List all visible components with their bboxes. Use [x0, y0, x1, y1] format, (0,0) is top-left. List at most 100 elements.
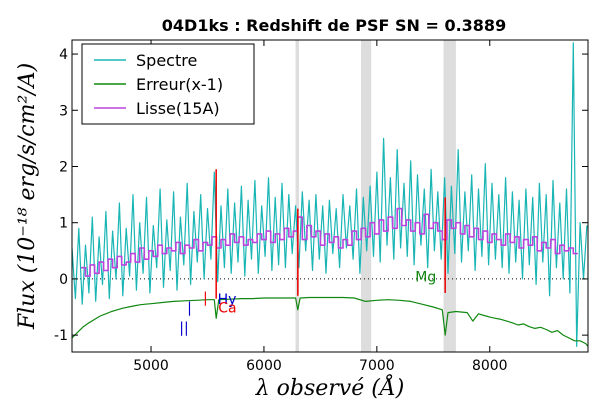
- series-0-point: [105, 211, 106, 212]
- series-0-point: [342, 194, 343, 195]
- series-0-point: [217, 281, 218, 282]
- series-0-point: [495, 259, 496, 260]
- series-2-point: [356, 239, 357, 240]
- series-1-point: [342, 297, 343, 298]
- series-0-point: [370, 186, 371, 187]
- series-1-point: [445, 335, 446, 336]
- series-2-point: [144, 259, 145, 260]
- series-2-point: [157, 245, 158, 246]
- series-2: [81, 207, 578, 277]
- sky-line-markers: [215, 169, 446, 299]
- series-0-point: [92, 217, 93, 218]
- series-0-point: [349, 205, 350, 206]
- series-0-point: [522, 278, 523, 279]
- series-0-point: [390, 177, 391, 178]
- series-0-point: [136, 290, 137, 291]
- series-2-point: [546, 247, 547, 248]
- series-0-point: [580, 222, 581, 223]
- series-2-point: [311, 236, 312, 237]
- series-2-point: [505, 233, 506, 234]
- telluric-band-0: [295, 40, 299, 352]
- series-0-point: [82, 304, 83, 305]
- series-1-point: [275, 297, 276, 298]
- series-0-point: [376, 172, 377, 173]
- series-2-point: [478, 239, 479, 240]
- series-1-point: [585, 343, 586, 344]
- series-0-point: [498, 194, 499, 195]
- series-0-point: [258, 273, 259, 274]
- series-line-1: [72, 296, 588, 347]
- series-0-point: [515, 262, 516, 263]
- series-2-point: [320, 245, 321, 246]
- series-0-point: [434, 250, 435, 251]
- series-1-point: [529, 326, 530, 327]
- series-2-point: [510, 242, 511, 243]
- series-1-point: [399, 300, 400, 301]
- series-0-point: [414, 264, 415, 265]
- series-1-point: [467, 312, 468, 313]
- series-0-point: [346, 247, 347, 248]
- series-0-point: [85, 245, 86, 246]
- series-1-point: [83, 326, 84, 327]
- series-0-point: [444, 177, 445, 178]
- series-0-point: [149, 292, 150, 293]
- series-2-point: [202, 242, 203, 243]
- series-2-point: [315, 231, 316, 232]
- series-2-point: [239, 236, 240, 237]
- series-2-point: [361, 228, 362, 229]
- series-0-point: [437, 191, 438, 192]
- series-1-point: [105, 313, 106, 314]
- x-tick-label: 8000: [472, 358, 508, 374]
- line-label-5: Mg: [415, 270, 436, 286]
- series-1-point: [252, 298, 253, 299]
- series-2-point: [306, 225, 307, 226]
- y-tick-label: 1: [59, 216, 68, 232]
- series-1: [72, 296, 588, 347]
- series-0-point: [244, 276, 245, 277]
- series-2-point: [433, 222, 434, 223]
- series-0-point: [78, 228, 79, 229]
- series-2-point: [329, 242, 330, 243]
- series-1-point: [117, 309, 118, 310]
- series-2-point: [162, 253, 163, 254]
- telluric-bands: [295, 40, 456, 352]
- series-0-point: [75, 298, 76, 299]
- series-2-point: [198, 250, 199, 251]
- series-0-point: [468, 250, 469, 251]
- series-1-point: [501, 319, 502, 320]
- series-0-point: [563, 278, 564, 279]
- series-1-point: [546, 329, 547, 330]
- series-0-point: [160, 188, 161, 189]
- series-0-point: [237, 262, 238, 263]
- series-1-point: [297, 309, 298, 310]
- series-0-point: [193, 211, 194, 212]
- series-2-point: [501, 245, 502, 246]
- series-2-point: [564, 250, 565, 251]
- x-tick-label: 6000: [246, 358, 282, 374]
- series-1-point: [574, 340, 575, 341]
- line-label-0: ||: [179, 320, 188, 336]
- series-2-point: [519, 247, 520, 248]
- series-0-point: [261, 205, 262, 206]
- series-2-point: [243, 245, 244, 246]
- series-1-point: [512, 322, 513, 323]
- series-1-point: [300, 297, 301, 298]
- series-0-point: [292, 253, 293, 254]
- series-1-point: [111, 311, 112, 312]
- series-0-point: [153, 225, 154, 226]
- y-tick-label: 0: [59, 272, 68, 288]
- series-0-point: [190, 284, 191, 285]
- series-0-point: [122, 295, 123, 296]
- series-0-point: [373, 256, 374, 257]
- legend-label-erreur: Erreur(x-1): [136, 75, 223, 94]
- series-0-point: [285, 267, 286, 268]
- series-2-point: [117, 256, 118, 257]
- series-2-point: [211, 236, 212, 237]
- series-2-point: [419, 233, 420, 234]
- series-2-point: [491, 233, 492, 234]
- series-0-point: [576, 346, 577, 347]
- series-2-point: [324, 233, 325, 234]
- series-0-point: [488, 264, 489, 265]
- series-2-point: [424, 214, 425, 215]
